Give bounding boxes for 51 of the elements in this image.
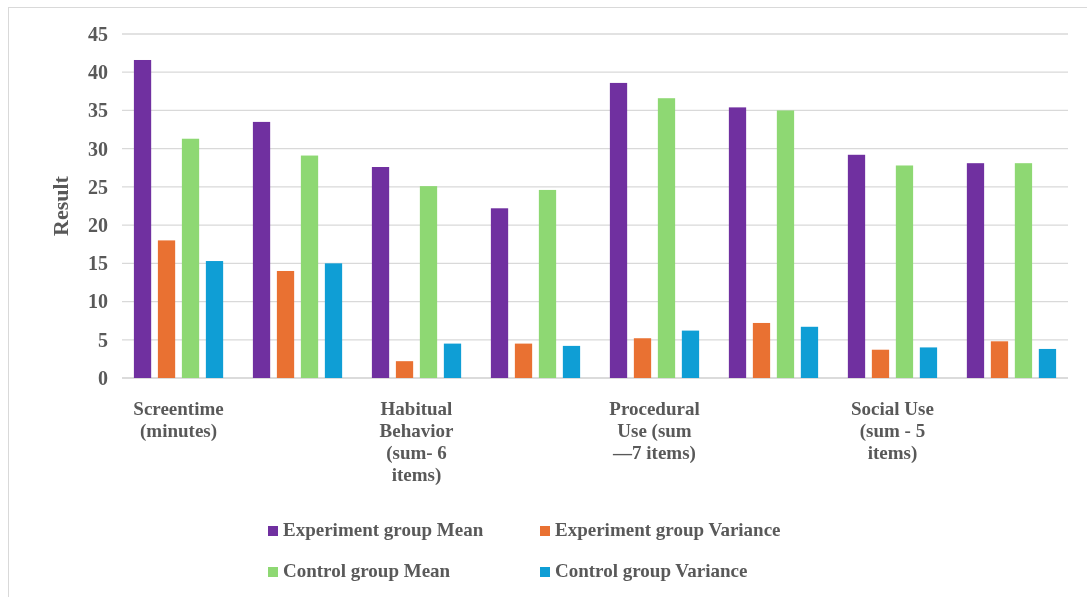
- y-tick-label: 15: [88, 252, 108, 275]
- y-tick-label: 5: [98, 328, 108, 351]
- y-tick-label: 20: [88, 214, 108, 237]
- bar: [871, 349, 890, 378]
- bar: [157, 240, 176, 378]
- bar: [133, 59, 152, 378]
- bar: [633, 338, 652, 378]
- bar: [252, 121, 271, 378]
- y-axis-title: Result: [48, 175, 73, 236]
- legend-label: Experiment group Variance: [555, 519, 781, 540]
- y-tick-label: 30: [88, 137, 108, 160]
- bar: [205, 261, 224, 378]
- x-tick-label: Procedural Use (sum —7 items): [609, 398, 700, 464]
- bar: [657, 98, 676, 378]
- bar: [1014, 163, 1033, 378]
- bar: [300, 155, 319, 378]
- y-tick-label: 10: [88, 290, 108, 313]
- y-tick-label: 25: [88, 175, 108, 198]
- y-tick-label: 35: [88, 99, 108, 122]
- bar: [514, 343, 533, 378]
- bar: [538, 189, 557, 378]
- y-tick-label: 40: [88, 61, 108, 84]
- y-tick-label: 45: [88, 22, 108, 45]
- x-tick-label: Habitual Behavior (sum- 6 items): [379, 398, 455, 486]
- bar: [990, 341, 1009, 378]
- y-tick-label: 0: [98, 366, 108, 389]
- legend-label: Experiment group Mean: [283, 519, 484, 540]
- bar: [681, 330, 700, 378]
- bar: [966, 163, 985, 378]
- legend-label: Control group Variance: [555, 560, 748, 581]
- bar: [181, 138, 200, 378]
- bar: [419, 186, 438, 378]
- bar: [919, 347, 938, 378]
- bar: [800, 326, 819, 378]
- bar: [276, 270, 295, 378]
- bar: [728, 107, 747, 378]
- legend-label: Control group Mean: [283, 560, 451, 581]
- bar: [895, 165, 914, 378]
- bar: [847, 154, 866, 378]
- bar: [490, 208, 509, 378]
- bar: [395, 361, 414, 378]
- bar: [776, 110, 795, 378]
- bar: [324, 263, 343, 378]
- bar: [371, 167, 390, 378]
- x-tick-label: Screentime (minutes): [133, 398, 224, 442]
- bar: [752, 322, 771, 378]
- bar: [562, 345, 581, 378]
- bar: [443, 343, 462, 378]
- bar: [1038, 348, 1057, 378]
- x-tick-label: Social Use (sum - 5 items): [851, 398, 934, 464]
- bar: [609, 82, 628, 378]
